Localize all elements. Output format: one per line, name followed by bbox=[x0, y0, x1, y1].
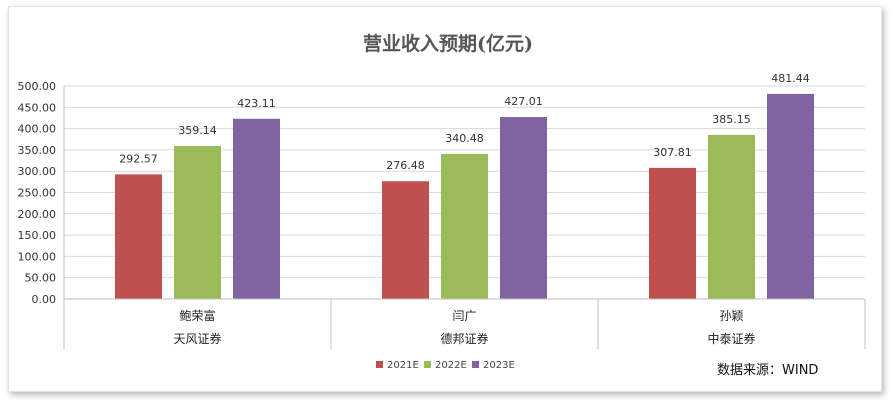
y-tick-label: 0.00 bbox=[32, 293, 57, 306]
bar-2022E bbox=[441, 153, 488, 299]
legend-swatch-2023E bbox=[472, 361, 479, 368]
y-tick-label: 350.00 bbox=[18, 144, 57, 157]
data-label: 340.48 bbox=[445, 132, 484, 145]
bar-2023E bbox=[767, 93, 814, 300]
category-label-analyst: 闫广 bbox=[452, 309, 476, 323]
y-tick-label: 450.00 bbox=[18, 101, 57, 114]
bar-2022E bbox=[174, 146, 221, 299]
y-tick-label: 50.00 bbox=[25, 272, 57, 285]
y-axis: 0.00 50.00 100.00 150.00 200.00 250.00 300.00 3… bbox=[18, 80, 65, 306]
source-note: 数据来源：WIND bbox=[717, 363, 818, 378]
legend-swatch-2022E bbox=[424, 361, 431, 368]
legend-swatch-2021E bbox=[376, 361, 383, 368]
legend: 2021E 2022E 2023E bbox=[376, 360, 515, 371]
y-tick-label: 150.00 bbox=[18, 229, 57, 242]
y-tick-label: 250.00 bbox=[18, 187, 57, 200]
category-label-analyst: 孙颖 bbox=[719, 309, 743, 323]
y-tick-label: 400.00 bbox=[18, 123, 57, 136]
y-tick-label: 300.00 bbox=[18, 165, 57, 178]
data-label: 423.11 bbox=[237, 97, 276, 110]
data-label: 385.15 bbox=[712, 113, 751, 126]
bar-2022E bbox=[708, 134, 755, 299]
data-label: 307.81 bbox=[653, 146, 692, 159]
legend-label: 2022E bbox=[435, 360, 467, 371]
bar-2021E bbox=[649, 167, 696, 299]
data-label: 276.48 bbox=[386, 159, 425, 172]
data-label: 359.14 bbox=[178, 124, 217, 137]
legend-label: 2021E bbox=[387, 360, 419, 371]
data-label: 481.44 bbox=[771, 72, 810, 85]
chart-title: 营业收入预期(亿元) bbox=[363, 32, 533, 55]
y-tick-label: 200.00 bbox=[18, 208, 57, 221]
category-label-broker: 天风证券 bbox=[173, 331, 221, 346]
y-tick-label: 500.00 bbox=[18, 80, 57, 93]
bars: 292.57 359.14 423.11 276.48 340.48 427.01 307.… bbox=[115, 72, 814, 300]
bar-2023E bbox=[233, 118, 280, 299]
bar-2021E bbox=[115, 174, 162, 299]
bar-2023E bbox=[500, 117, 547, 299]
category-label-broker: 德邦证券 bbox=[440, 331, 488, 346]
category-label-broker: 中泰证券 bbox=[707, 331, 755, 346]
legend-label: 2023E bbox=[483, 360, 515, 371]
bar-2021E bbox=[382, 181, 429, 299]
data-label: 427.01 bbox=[504, 95, 543, 108]
y-tick-label: 100.00 bbox=[18, 250, 57, 263]
data-label: 292.57 bbox=[119, 152, 158, 165]
category-label-analyst: 鲍荣富 bbox=[179, 308, 215, 323]
